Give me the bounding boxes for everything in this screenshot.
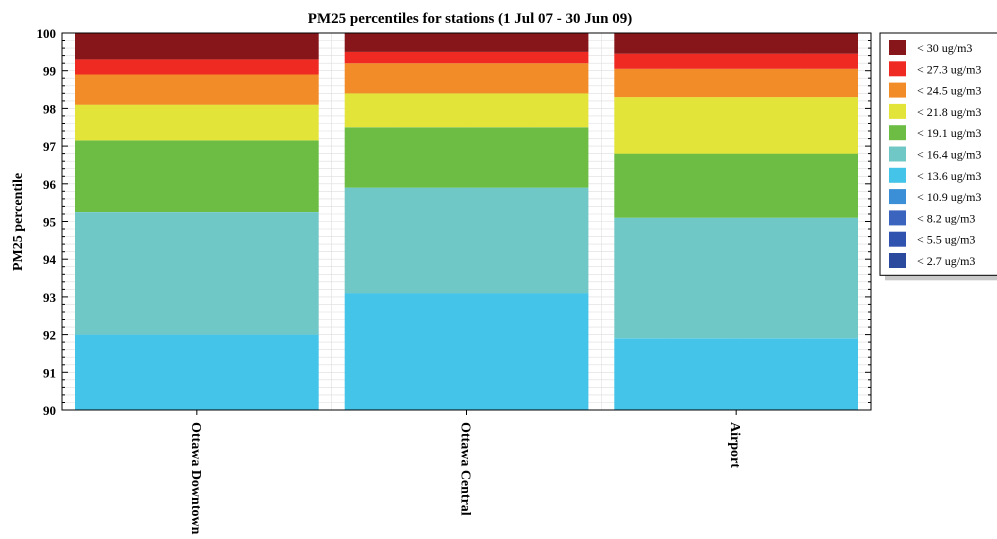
- chart-title: PM25 percentiles for stations (1 Jul 07 …: [308, 11, 632, 27]
- category-label: Ottawa Downtown: [188, 422, 203, 535]
- y-axis: 90 91 92 93 94 95 96 97 98 99 100: [37, 26, 871, 418]
- y-tick-label: 95: [43, 215, 57, 230]
- bar-segment: [75, 33, 319, 60]
- bars: [75, 33, 858, 410]
- legend-swatch: [889, 40, 906, 55]
- bar-segment: [75, 104, 319, 141]
- legend-label: < 21.8 ug/m3: [917, 105, 981, 119]
- legend-label: < 24.5 ug/m3: [917, 84, 981, 98]
- legend-swatch: [889, 103, 906, 119]
- legend-label: < 30 ug/m3: [917, 41, 972, 55]
- legend-swatch: [889, 61, 906, 77]
- legend-label: < 10.9 ug/m3: [917, 190, 981, 204]
- bar-segment: [344, 293, 589, 410]
- y-axis-label: PM25 percentile: [11, 173, 26, 271]
- y-tick-label: 96: [43, 177, 57, 192]
- legend-swatch: [889, 253, 906, 268]
- bar-segment: [75, 59, 319, 75]
- y-tick-label: 100: [37, 26, 57, 41]
- legend-swatch: [889, 189, 906, 205]
- bar-segment: [75, 212, 319, 335]
- legend-label: < 5.5 ug/m3: [917, 233, 975, 247]
- bar-segment: [344, 127, 589, 188]
- bar-segment: [614, 338, 858, 410]
- y-tick-label: 91: [43, 365, 56, 380]
- y-tick-label: 97: [43, 139, 57, 154]
- y-tick-label: 98: [43, 101, 57, 116]
- legend-swatch: [889, 146, 906, 162]
- bar-segment: [614, 97, 858, 154]
- legend: < 30 ug/m3 < 27.3 ug/m3 < 24.5 ug/m3 < 21.8…: [879, 32, 997, 281]
- bar-segment: [614, 153, 858, 218]
- y-tick-label: 99: [43, 64, 57, 79]
- legend-swatch: [889, 167, 906, 183]
- bar-segment: [614, 217, 858, 339]
- y-tick-label: 94: [43, 252, 57, 267]
- category-label: Ottawa Central: [458, 422, 473, 516]
- bar-segment: [75, 74, 319, 105]
- legend-swatch: [889, 82, 906, 98]
- legend-label: < 16.4 ug/m3: [917, 148, 981, 162]
- y-tick-label: 93: [43, 290, 57, 305]
- legend-label: < 8.2 ug/m3: [917, 211, 975, 225]
- bar-segment: [614, 53, 858, 69]
- legend-label: < 13.6 ug/m3: [917, 169, 981, 183]
- bar-segment: [344, 93, 589, 128]
- legend-label: < 19.1 ug/m3: [917, 126, 981, 140]
- legend-swatch: [889, 231, 906, 247]
- bar-segment: [614, 68, 858, 98]
- bar-segment: [614, 33, 858, 54]
- bar-segment: [75, 140, 319, 212]
- bar-segment: [75, 334, 319, 410]
- y-tick-label: 92: [43, 328, 56, 343]
- bar-segment: [344, 33, 589, 52]
- category-label: Airport: [727, 422, 742, 468]
- bar-segment: [344, 187, 589, 294]
- legend-swatch: [889, 210, 906, 226]
- legend-swatch: [889, 125, 906, 141]
- legend-label: < 27.3 ug/m3: [917, 62, 981, 76]
- bar-segment: [344, 51, 589, 64]
- y-tick-label: 90: [43, 403, 56, 418]
- legend-label: < 2.7 ug/m3: [917, 254, 975, 268]
- x-axis: Ottawa Downtown Ottawa Central Airport: [188, 410, 742, 535]
- bar-segment: [344, 63, 589, 94]
